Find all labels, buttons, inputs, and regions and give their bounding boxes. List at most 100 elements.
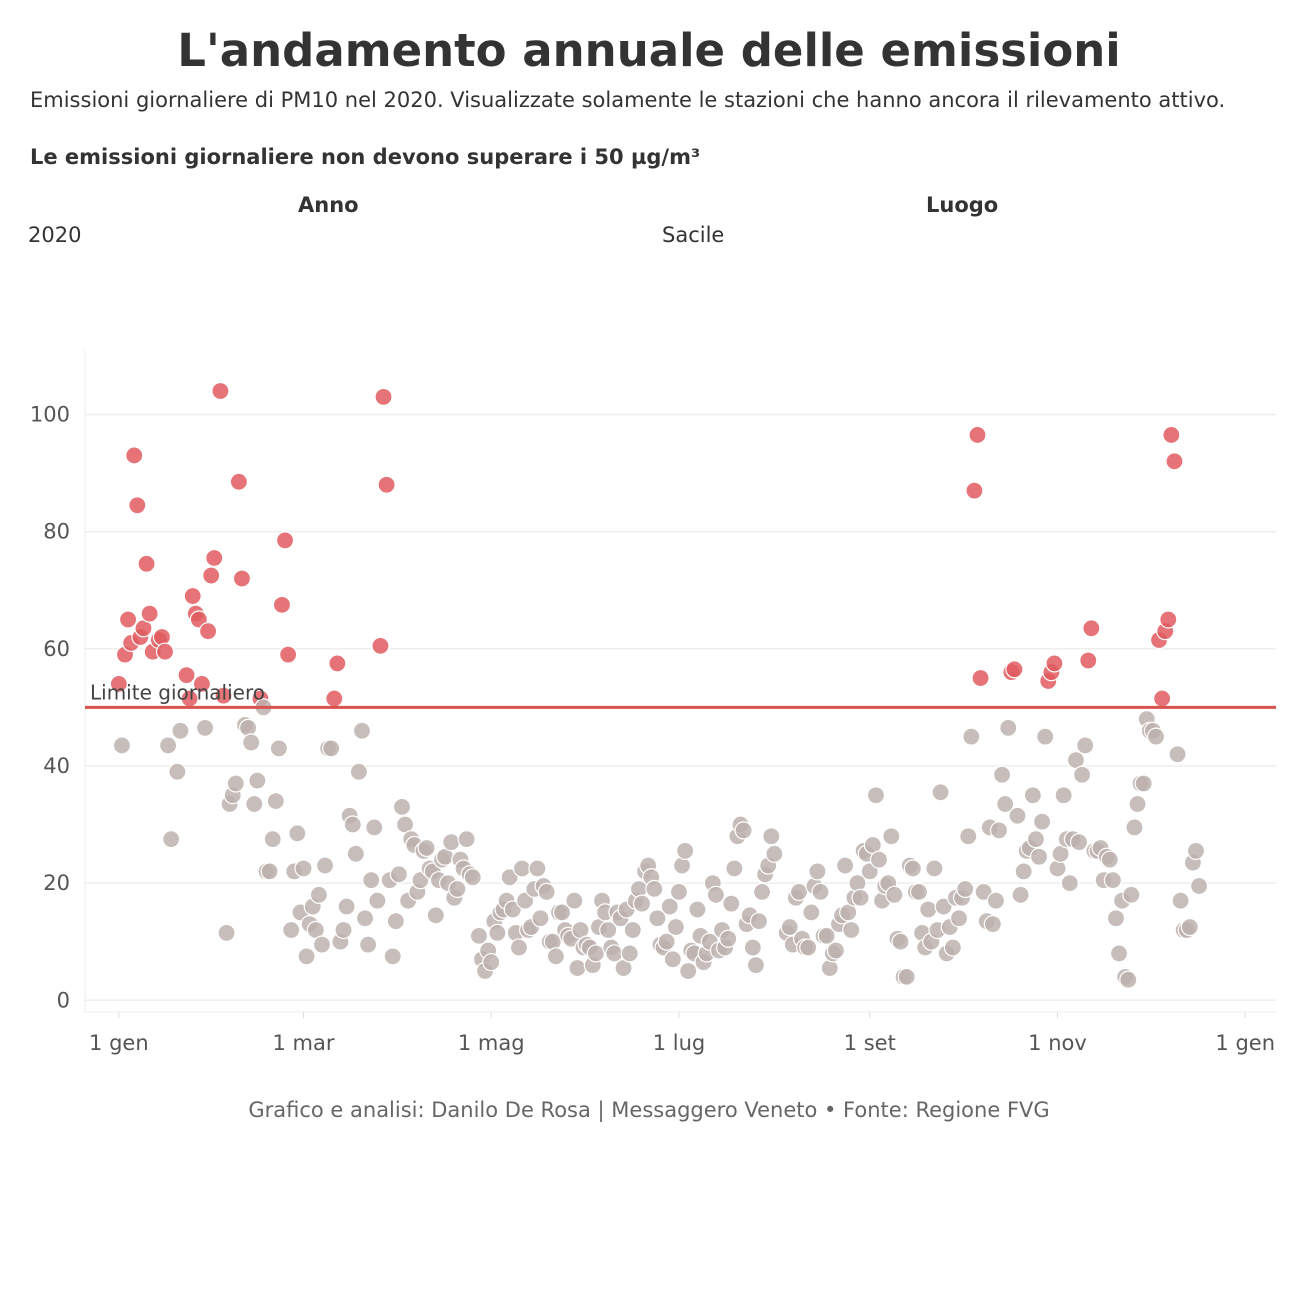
data-point <box>719 929 738 948</box>
year-filter-value[interactable]: 2020 <box>28 223 82 247</box>
data-point-above-limit <box>371 636 390 655</box>
data-point <box>1168 745 1187 764</box>
data-point-above-limit <box>155 642 175 661</box>
place-filter-label: Luogo <box>926 193 999 217</box>
data-point <box>903 859 922 878</box>
data-point <box>158 736 178 755</box>
data-point <box>1125 818 1144 837</box>
data-point <box>672 856 692 875</box>
data-point <box>808 862 827 881</box>
data-point <box>389 865 409 884</box>
data-point <box>999 718 1018 737</box>
data-point <box>925 859 944 878</box>
data-point <box>660 897 679 916</box>
data-point <box>239 718 258 737</box>
data-point <box>866 786 886 805</box>
x-tick-label: 1 gen <box>1215 1031 1275 1055</box>
data-point <box>722 894 741 913</box>
data-point <box>392 797 412 817</box>
chart-subtitle-limit-note: Le emissioni giornaliere non devono supe… <box>30 145 701 169</box>
data-point <box>996 794 1015 814</box>
data-point <box>1186 841 1206 860</box>
data-point-above-limit <box>140 604 159 623</box>
x-tick-label: 1 gen <box>89 1031 149 1055</box>
data-point <box>1134 774 1153 793</box>
data-point-above-limit <box>275 531 295 550</box>
data-point <box>986 891 1006 910</box>
data-point <box>488 923 507 943</box>
data-point <box>657 932 676 951</box>
data-point <box>851 888 870 907</box>
data-point <box>669 882 689 902</box>
data-point <box>260 862 279 881</box>
data-points <box>109 381 1209 989</box>
data-point <box>1029 847 1049 866</box>
data-point-above-limit <box>328 654 347 673</box>
data-point <box>752 882 772 902</box>
data-point <box>679 961 698 981</box>
data-point <box>245 794 264 814</box>
x-tick-label: 1 nov <box>1028 1031 1087 1055</box>
data-point <box>1180 917 1199 937</box>
limit-layer: Limite giornaliero <box>85 680 1276 709</box>
place-filter-value[interactable]: Sacile <box>662 223 725 247</box>
data-point <box>1073 765 1092 784</box>
data-point <box>426 906 445 925</box>
data-point-above-limit <box>205 548 224 568</box>
data-point-above-limit <box>214 686 233 705</box>
data-point-above-limit <box>325 689 344 708</box>
data-point <box>448 879 467 899</box>
data-point <box>749 912 769 931</box>
data-point-above-limit <box>137 554 156 573</box>
x-tick-label: 1 mar <box>273 1031 335 1055</box>
data-point <box>1119 970 1138 989</box>
y-tick-label: 40 <box>43 754 70 778</box>
data-point <box>931 783 950 802</box>
data-point <box>974 882 993 902</box>
data-point <box>537 882 556 902</box>
data-point <box>442 833 461 852</box>
data-point <box>112 736 132 755</box>
data-point-above-limit <box>374 387 393 406</box>
data-point <box>171 721 190 740</box>
data-point <box>869 850 889 869</box>
data-point-above-limit <box>1159 610 1178 629</box>
data-point <box>1014 862 1033 881</box>
data-point <box>919 900 938 919</box>
data-point <box>322 739 341 758</box>
chart-title: L'andamento annuale delle emissioni <box>177 24 1121 77</box>
data-point <box>355 909 375 928</box>
data-point <box>780 917 799 937</box>
data-point <box>826 941 846 960</box>
data-point-above-limit <box>118 610 138 629</box>
data-point <box>605 944 624 963</box>
data-point <box>565 891 584 910</box>
data-point <box>349 762 368 781</box>
data-point <box>217 923 236 943</box>
data-point <box>983 915 1002 934</box>
data-point <box>315 856 335 875</box>
data-point <box>568 958 587 978</box>
data-point <box>368 891 387 910</box>
data-point-above-limit <box>177 666 196 685</box>
data-point-above-limit <box>109 674 128 694</box>
data-point <box>500 868 519 887</box>
data-point <box>949 909 969 928</box>
data-point <box>762 827 781 846</box>
data-point-above-limit <box>211 381 230 401</box>
data-point <box>463 868 482 887</box>
data-point <box>734 821 753 840</box>
data-point <box>531 909 550 928</box>
data-point <box>599 920 618 940</box>
data-point-above-limit <box>229 472 248 491</box>
chart-subtitle: Emissioni giornaliere di PM10 nel 2020. … <box>30 88 1226 112</box>
x-tick-label: 1 mag <box>458 1031 525 1055</box>
data-point <box>482 953 501 972</box>
data-point <box>546 947 565 966</box>
x-tick-label: 1 set <box>844 1031 896 1055</box>
data-point <box>294 859 313 878</box>
data-point <box>811 882 830 902</box>
data-point <box>746 956 765 975</box>
data-point-above-limit <box>971 668 990 688</box>
